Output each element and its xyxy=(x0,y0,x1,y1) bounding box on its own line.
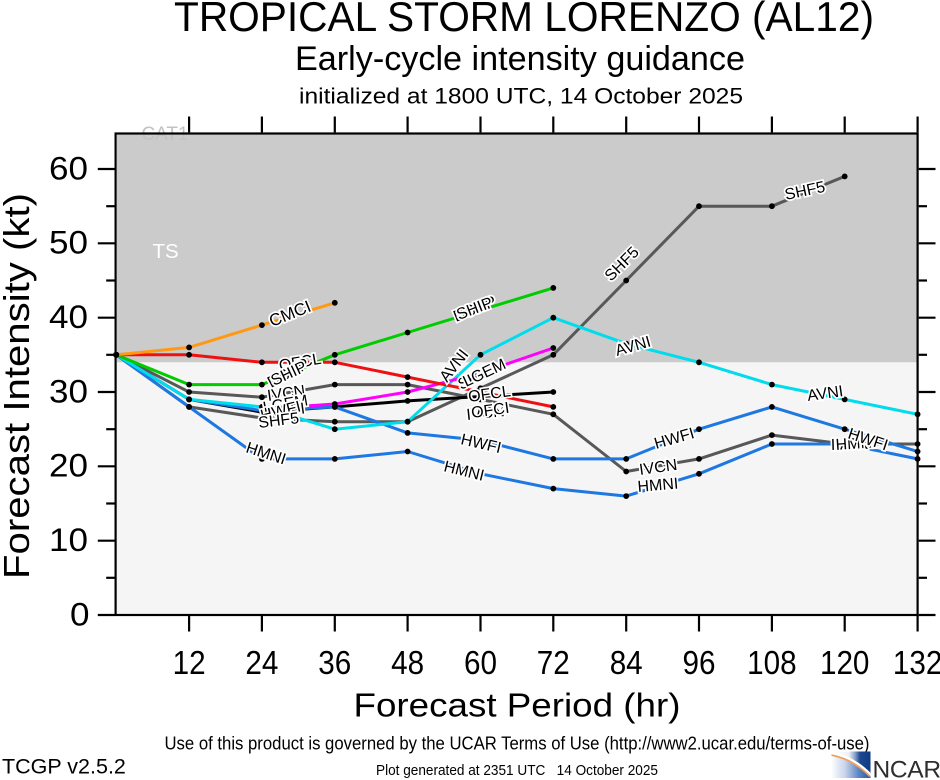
svg-text:24: 24 xyxy=(245,644,278,681)
svg-text:50: 50 xyxy=(49,225,88,261)
svg-text:96: 96 xyxy=(683,644,716,681)
svg-text:HMNI: HMNI xyxy=(835,434,877,454)
svg-text:Early-cycle intensity guidance: Early-cycle intensity guidance xyxy=(295,40,745,78)
svg-text:30: 30 xyxy=(49,373,88,409)
svg-text:72: 72 xyxy=(537,644,570,681)
svg-text:OFCI: OFCI xyxy=(470,400,510,422)
svg-text:60: 60 xyxy=(464,644,497,681)
svg-text:IVCN: IVCN xyxy=(266,383,306,405)
svg-text:Plot generated at 2351 UTC 1: Plot generated at 2351 UTC 14 October 20… xyxy=(376,762,658,779)
svg-text:36: 36 xyxy=(318,644,351,681)
svg-text:TS: TS xyxy=(153,240,179,263)
svg-text:40: 40 xyxy=(49,299,88,335)
svg-text:108: 108 xyxy=(747,644,797,681)
svg-text:NCAR: NCAR xyxy=(873,757,940,780)
svg-text:10: 10 xyxy=(49,522,88,558)
svg-text:84: 84 xyxy=(610,644,643,681)
svg-text:Use of this product is governe: Use of this product is governed by the U… xyxy=(165,734,870,754)
svg-text:TCGP v2.5.2: TCGP v2.5.2 xyxy=(2,755,126,779)
svg-text:IVCN: IVCN xyxy=(831,436,870,454)
svg-text:132: 132 xyxy=(893,644,940,681)
svg-text:TROPICAL STORM LORENZO (AL12): TROPICAL STORM LORENZO (AL12) xyxy=(174,0,874,40)
svg-text:48: 48 xyxy=(391,644,424,681)
svg-text:Forecast Period (hr): Forecast Period (hr) xyxy=(354,688,681,725)
svg-text:120: 120 xyxy=(820,644,870,681)
svg-text:12: 12 xyxy=(173,644,206,681)
svg-text:0: 0 xyxy=(70,596,90,632)
svg-text:20: 20 xyxy=(49,448,88,484)
svg-text:Forecast Intensity (kt): Forecast Intensity (kt) xyxy=(0,193,37,579)
svg-text:60: 60 xyxy=(49,150,88,186)
svg-text:initialized at 1800 UTC, 14 Oc: initialized at 1800 UTC, 14 October 2025 xyxy=(299,84,743,109)
svg-text:HMNI: HMNI xyxy=(637,475,679,495)
